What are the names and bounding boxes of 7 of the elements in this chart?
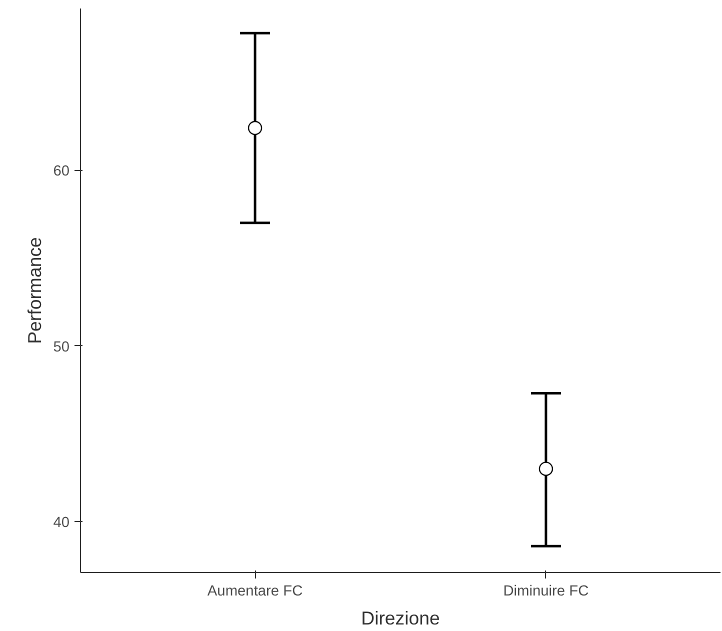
y-axis-title: Performance — [24, 237, 46, 344]
x-tick-label: Aumentare FC — [207, 584, 304, 600]
y-tick-label: 50 — [53, 339, 70, 356]
x-axis-title: Direzione — [361, 608, 440, 628]
y-tick-label: 60 — [53, 164, 70, 180]
y-tick-label: 40 — [53, 515, 70, 532]
x-tick-label: Diminuire FC — [503, 584, 590, 600]
